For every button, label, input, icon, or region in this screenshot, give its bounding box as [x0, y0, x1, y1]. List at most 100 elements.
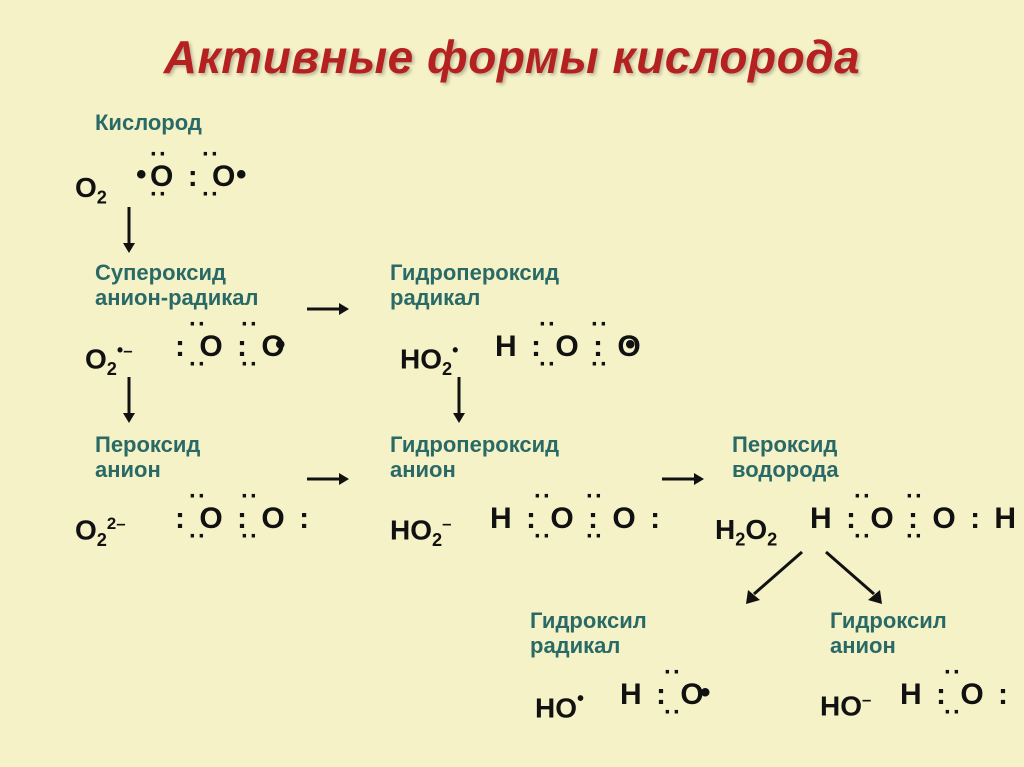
arrow-diag-right-icon — [820, 548, 890, 606]
sym: O — [75, 514, 97, 545]
label-hoa-1: Гидроксил — [830, 608, 947, 633]
sup: 2– — [107, 514, 126, 533]
pair: ·· — [906, 494, 924, 500]
colon: : — [970, 502, 982, 535]
lewis-H: H — [620, 678, 644, 711]
dot: • — [236, 170, 249, 180]
lewis-h2o2: H : O : O : H ·· ·· ·· ·· — [810, 502, 1018, 536]
pair: ·· — [534, 534, 552, 540]
label-perox-1: Пероксид — [95, 432, 200, 457]
arrow-right-icon — [305, 470, 349, 488]
page-title: Активные формы кислорода — [0, 30, 1024, 84]
species-superoxide: Супероксид анион-радикал — [95, 260, 259, 311]
dot: • — [625, 340, 638, 350]
label-hpo-2: радикал — [390, 285, 559, 310]
pair: ·· — [591, 322, 609, 328]
label-oxygen: Кислород — [95, 110, 202, 135]
pair: ·· — [664, 710, 682, 716]
label-hor-2: радикал — [530, 633, 647, 658]
arrow-right-icon — [660, 470, 704, 488]
label-h2o2-2: водорода — [732, 457, 839, 482]
species-hydroperoxide: Гидропероксид анион — [390, 432, 559, 483]
sup: – — [442, 514, 451, 533]
sym: HO — [390, 514, 432, 545]
label-hor-1: Гидроксил — [530, 608, 647, 633]
pair: ·· — [241, 322, 259, 328]
dot: • — [700, 688, 713, 698]
pair: ·· — [539, 362, 557, 368]
pair: ·· — [664, 670, 682, 676]
sub: 2 — [107, 359, 117, 379]
label-perox-2: анион — [95, 457, 200, 482]
lewis-O: O — [550, 502, 575, 535]
label-superoxide-2: анион-радикал — [95, 285, 259, 310]
label-hpox-2: анион — [390, 457, 559, 482]
lewis-O: O — [870, 502, 895, 535]
arrow-diag-left-icon — [740, 548, 810, 606]
formula-hydroxyl-an: HO– — [820, 690, 871, 722]
formula-oxygen-sym: O — [75, 172, 97, 203]
pair: ·· — [189, 494, 207, 500]
formula-h2o2: H2O2 — [715, 514, 777, 551]
species-hydroperoxyl: Гидропероксид радикал — [390, 260, 559, 311]
lewis-O: O — [612, 502, 637, 535]
sym: HO — [400, 343, 442, 374]
formula-hydroxyl-rad: HO• — [535, 690, 584, 724]
pair: ·· — [202, 192, 220, 198]
colon: : — [299, 502, 311, 535]
dot: • — [275, 340, 288, 350]
arrow-down-icon — [120, 205, 138, 253]
pair: ·· — [534, 494, 552, 500]
label-hpox-1: Гидропероксид — [390, 432, 559, 457]
pair: ·· — [539, 322, 557, 328]
pair: ·· — [854, 534, 872, 540]
lewis-colon: : — [188, 160, 200, 193]
lewis-oxygen: • O : O • ·· ·· ·· ·· — [150, 160, 237, 194]
sym: HO — [535, 692, 577, 723]
arrow-down-icon — [120, 375, 138, 423]
pair: ·· — [202, 152, 220, 158]
dot: • — [136, 170, 149, 180]
pair: ·· — [241, 494, 259, 500]
sub: 2 — [97, 530, 107, 550]
label-hoa-2: анион — [830, 633, 947, 658]
pair: ·· — [586, 534, 604, 540]
species-oxygen: Кислород — [95, 110, 202, 135]
pair: ·· — [944, 670, 962, 676]
pair: ·· — [150, 152, 168, 158]
lewis-H: H — [495, 330, 519, 363]
species-peroxide: Пероксид анион — [95, 432, 200, 483]
formula-hydroperoxide: HO2– — [390, 514, 451, 551]
sub: 2 — [735, 530, 745, 550]
pair: ·· — [189, 322, 207, 328]
lewis-hydroxyl-an: H : O : ·· ·· — [900, 678, 1010, 712]
lewis-H: H — [490, 502, 514, 535]
lewis-superoxide: : O : O • ·· ·· ·· ·· — [175, 330, 287, 364]
sym: O — [745, 514, 767, 545]
species-h2o2: Пероксид водорода — [732, 432, 839, 483]
label-hpo-1: Гидропероксид — [390, 260, 559, 285]
sym: H — [715, 514, 735, 545]
lewis-peroxide: : O : O : ·· ·· ·· ·· — [175, 502, 311, 536]
sub: 2 — [767, 530, 777, 550]
formula-oxygen-sub: 2 — [97, 188, 107, 208]
lewis-O: O — [261, 502, 286, 535]
pair: ·· — [241, 534, 259, 540]
pair: ·· — [241, 362, 259, 368]
formula-oxygen: O2 — [75, 172, 107, 209]
pair: ·· — [189, 362, 207, 368]
lewis-O: O — [960, 678, 985, 711]
pair: ·· — [906, 534, 924, 540]
pair: ·· — [586, 494, 604, 500]
label-h2o2-1: Пероксид — [732, 432, 839, 457]
pair: ·· — [944, 710, 962, 716]
pair: ·· — [189, 534, 207, 540]
species-hydroxyl-an: Гидроксил анион — [830, 608, 947, 659]
lewis-H: H — [994, 502, 1018, 535]
lewis-H: H — [900, 678, 924, 711]
pair: ·· — [854, 494, 872, 500]
lewis-H: H — [810, 502, 834, 535]
lewis-hydroperoxyl: H : O : O • ·· ·· ·· ·· — [495, 330, 643, 364]
lewis-hydroperoxide: H : O : O : ·· ·· ·· ·· — [490, 502, 662, 536]
arrow-down-icon — [450, 375, 468, 423]
